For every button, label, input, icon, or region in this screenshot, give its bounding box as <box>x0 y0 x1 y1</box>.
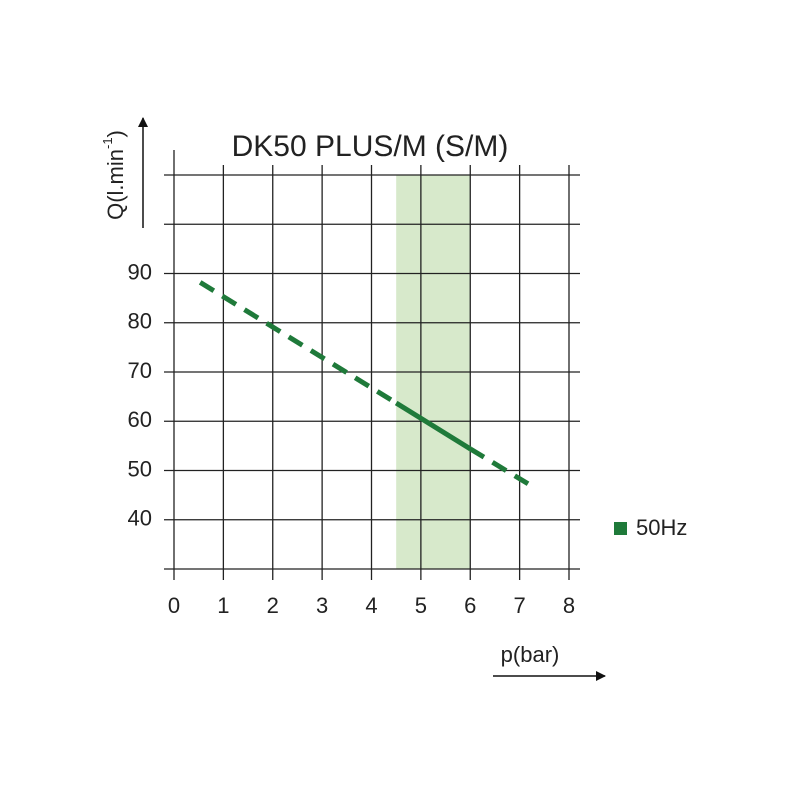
chart-title: DK50 PLUS/M (S/M) <box>232 130 509 163</box>
y-tick-label: 40 <box>128 506 152 531</box>
legend-swatch <box>614 522 627 535</box>
x-tick-label: 8 <box>563 593 575 618</box>
y-tick-label: 60 <box>128 407 152 432</box>
y-tick-label: 90 <box>128 259 152 284</box>
line-segment <box>468 446 530 486</box>
line-segment <box>394 400 472 451</box>
x-axis-label: p(bar) <box>501 642 560 667</box>
x-tick-label: 2 <box>267 593 279 618</box>
x-tick-label: 0 <box>168 593 180 618</box>
y-tick-label: 50 <box>128 456 152 481</box>
line-segment <box>198 280 398 406</box>
y-tick-label: 80 <box>128 309 152 334</box>
x-tick-label: 4 <box>365 593 377 618</box>
y-axis-label: Q(l.min-1) <box>100 130 127 220</box>
x-tick-label: 6 <box>464 593 476 618</box>
legend-label: 50Hz <box>636 515 687 540</box>
x-tick-label: 7 <box>514 593 526 618</box>
y-tick-label: 70 <box>128 358 152 383</box>
plot-background <box>164 150 580 580</box>
x-tick-label: 3 <box>316 593 328 618</box>
x-tick-label: 5 <box>415 593 427 618</box>
x-tick-label: 1 <box>217 593 229 618</box>
